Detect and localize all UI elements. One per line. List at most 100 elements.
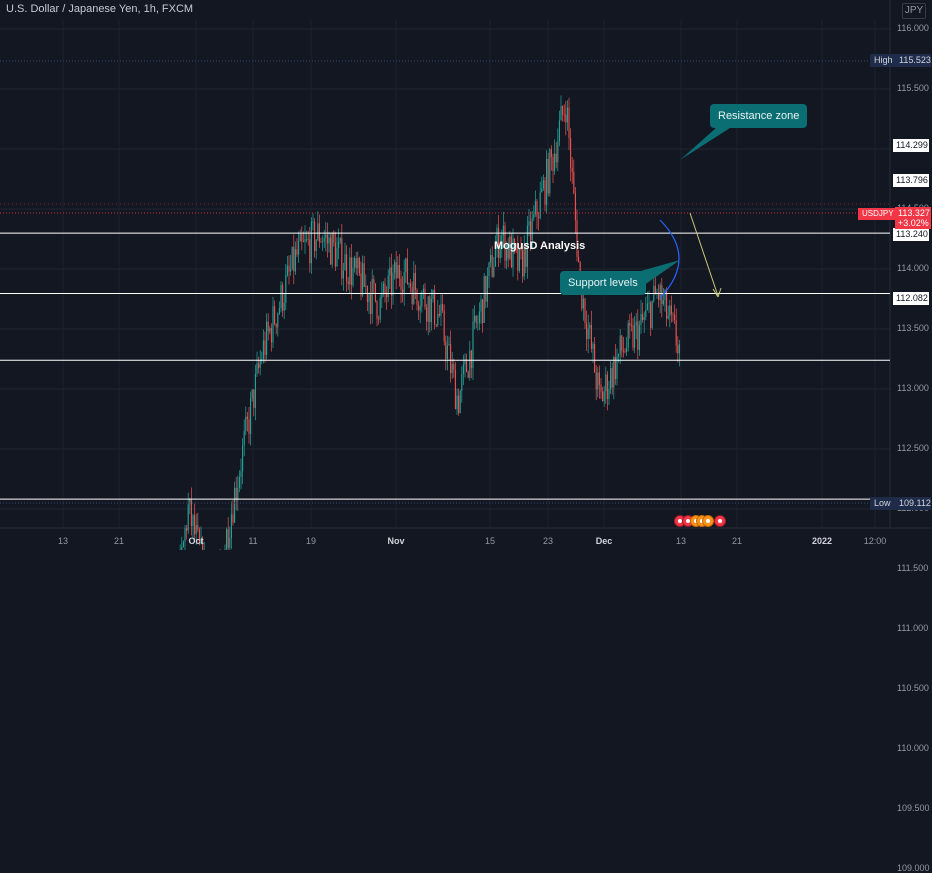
support-callout[interactable]: Support levels (560, 271, 646, 295)
x-tick-label: 2022 (811, 536, 833, 546)
candle-body (360, 273, 362, 296)
x-tick-label: Oct (188, 536, 204, 546)
y-tick-label: 113.000 (897, 383, 929, 393)
candle-body (605, 374, 607, 392)
x-tick-label: 21 (731, 536, 743, 546)
support-arc (659, 219, 680, 299)
candle-body (310, 221, 312, 264)
candle-body (262, 340, 264, 359)
candle-body (314, 221, 316, 252)
candle-body (320, 241, 322, 243)
candle-body (411, 287, 413, 305)
event-icon[interactable] (714, 515, 726, 527)
candle-body (678, 344, 680, 354)
x-tick-label: Nov (387, 536, 405, 546)
candle-body (403, 272, 405, 293)
candle-body (229, 537, 231, 548)
candle-body (595, 372, 597, 390)
candle-body (259, 360, 261, 368)
candle-body (250, 398, 252, 435)
candle-body (387, 275, 389, 298)
candle-body (336, 248, 338, 267)
candle-body (650, 302, 652, 329)
candle-body (586, 323, 588, 340)
y-tick-label: 109.500 (897, 803, 930, 813)
candle-body (379, 298, 381, 320)
candle-body (296, 249, 298, 255)
candle-body (278, 307, 280, 314)
candle-body (459, 390, 461, 414)
price-chart[interactable] (0, 0, 932, 550)
last-price-change: +3.02% (898, 218, 929, 228)
x-tick-label: 21 (113, 536, 125, 546)
candle-body (251, 389, 253, 399)
candle-body (358, 257, 360, 274)
candle-body (373, 279, 375, 284)
candle-body (466, 358, 468, 372)
currency-unit-button[interactable]: JPY (902, 3, 926, 19)
candle-body (302, 241, 304, 243)
low-label: Low (870, 497, 895, 510)
candle-body (555, 153, 557, 163)
candle-body (326, 234, 328, 244)
candle-body (574, 192, 576, 221)
candle-body (478, 311, 480, 323)
candle-body (496, 227, 498, 249)
candle-body (501, 235, 503, 244)
candle-body (419, 306, 421, 311)
candle-body (363, 263, 365, 287)
candle-body (187, 504, 189, 531)
candle-body (502, 225, 504, 236)
candle-body (202, 540, 204, 550)
candle-body (355, 258, 357, 269)
y-tick-label: 112.500 (897, 443, 929, 453)
candle-body (627, 322, 629, 348)
candle-body (322, 241, 324, 243)
candle-body (346, 254, 348, 282)
resistance-callout[interactable]: Resistance zone (710, 104, 808, 128)
candle-body (365, 286, 367, 288)
candle-body (554, 153, 556, 172)
candle-body (618, 353, 620, 357)
candle-body (227, 529, 229, 548)
candle-body (258, 363, 260, 368)
candle-body (378, 318, 380, 320)
candle-body (197, 525, 199, 530)
candle-body (381, 292, 383, 299)
candle-body (317, 223, 319, 240)
candle-body (285, 275, 287, 303)
candle-body (534, 200, 536, 214)
candle-body (562, 106, 564, 115)
y-tick-label: 114.000 (897, 263, 929, 273)
grid-lines (0, 0, 932, 529)
candle-body (190, 498, 192, 526)
candle-body (531, 218, 533, 241)
candle-body (573, 172, 575, 193)
candle-body (645, 309, 647, 317)
candle-body (613, 357, 615, 388)
event-icon[interactable] (702, 515, 714, 527)
projection-arrow-shaft (689, 212, 719, 297)
candle-body (272, 306, 274, 343)
candle-body (483, 276, 485, 324)
candle-body (600, 384, 602, 392)
candle-body (432, 290, 434, 299)
candle-body (350, 257, 352, 286)
candle-body (334, 242, 336, 267)
candle-body (658, 292, 660, 300)
candle-body (629, 322, 631, 326)
candle-body (325, 234, 327, 238)
candle-body (275, 323, 277, 328)
candle-body (539, 192, 541, 219)
candle-body (232, 514, 234, 523)
economic-events[interactable] (674, 515, 728, 528)
candle-body (490, 255, 492, 263)
candle-body (386, 294, 388, 298)
candle-body (530, 221, 532, 241)
candle-body (509, 236, 511, 259)
candle-body (344, 254, 346, 271)
candle-body (602, 391, 604, 402)
candle-body (560, 106, 562, 121)
candle-body (520, 248, 522, 251)
candle-body (264, 340, 266, 355)
